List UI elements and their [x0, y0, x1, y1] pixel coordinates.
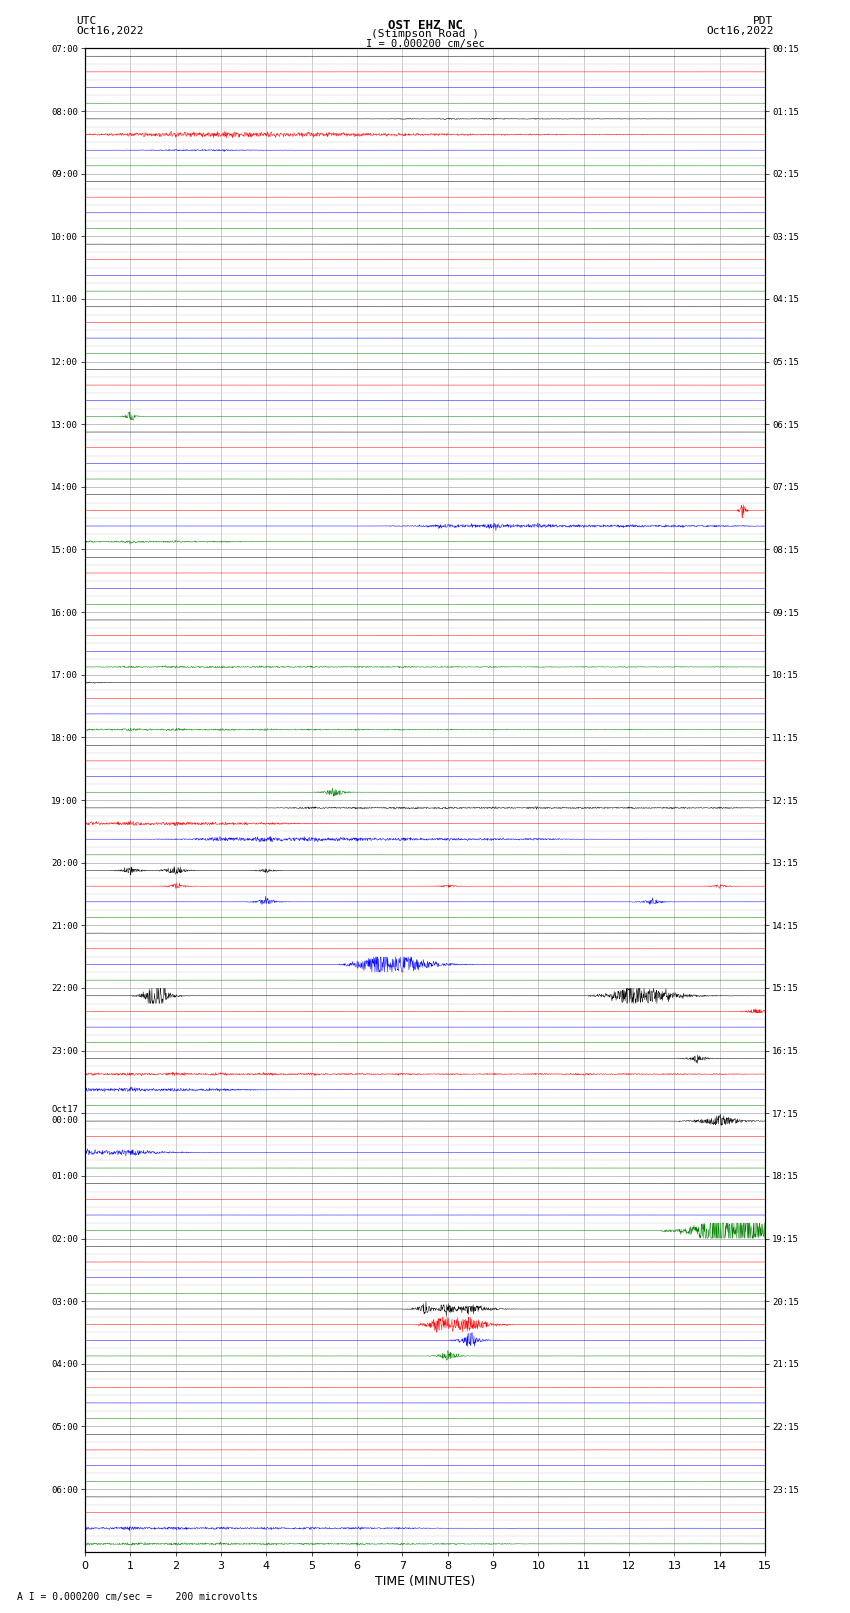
- Text: (Stimpson Road ): (Stimpson Road ): [371, 29, 479, 39]
- Text: OST EHZ NC: OST EHZ NC: [388, 19, 462, 32]
- Text: I = 0.000200 cm/sec: I = 0.000200 cm/sec: [366, 39, 484, 48]
- Text: Oct16,2022: Oct16,2022: [76, 26, 144, 35]
- Text: PDT: PDT: [753, 16, 774, 26]
- Text: A I = 0.000200 cm/sec =    200 microvolts: A I = 0.000200 cm/sec = 200 microvolts: [17, 1592, 258, 1602]
- Text: UTC: UTC: [76, 16, 97, 26]
- Text: Oct16,2022: Oct16,2022: [706, 26, 774, 35]
- X-axis label: TIME (MINUTES): TIME (MINUTES): [375, 1574, 475, 1587]
